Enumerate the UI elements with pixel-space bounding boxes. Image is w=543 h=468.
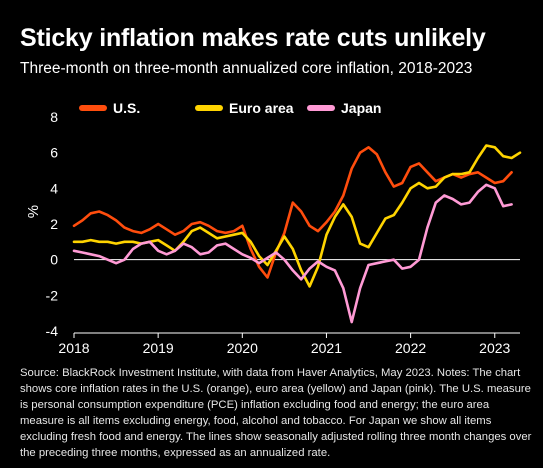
y-tick-label: 2: [50, 216, 58, 232]
y-axis-label: %: [25, 205, 42, 218]
source-note: Source: BlackRock Investment Institute, …: [20, 367, 532, 459]
line-chart: -4 -2 0 2 4 6 8% 2018 2019 2020 2021 2022 2023 U.S. Eu…: [25, 100, 522, 356]
y-tick-label: 6: [50, 145, 58, 161]
series-line-euro-area: [72, 144, 522, 288]
legend-label: U.S.: [113, 100, 140, 116]
x-tick-label: 2018: [58, 340, 89, 356]
x-tick-label: 2020: [227, 340, 258, 356]
y-tick-label: 0: [50, 252, 58, 268]
x-tick-label: 2021: [311, 340, 342, 356]
chart-subtitle: Three-month on three-month annualized co…: [20, 60, 473, 77]
y-tick-label: 8: [50, 109, 58, 125]
chart-title: Sticky inflation makes rate cuts unlikel…: [20, 24, 486, 52]
x-tick-label: 2019: [143, 340, 174, 356]
y-tick-label: -4: [46, 323, 59, 339]
series-line-japan: [72, 183, 513, 324]
x-tick-label: 2022: [395, 340, 426, 356]
y-tick-label: -2: [46, 287, 59, 303]
x-tick-label: 2023: [479, 340, 510, 356]
legend-label: Japan: [341, 100, 381, 116]
y-tick-label: 4: [50, 180, 58, 196]
legend-label: Euro area: [229, 100, 294, 116]
series-line-u-s: [72, 146, 513, 279]
